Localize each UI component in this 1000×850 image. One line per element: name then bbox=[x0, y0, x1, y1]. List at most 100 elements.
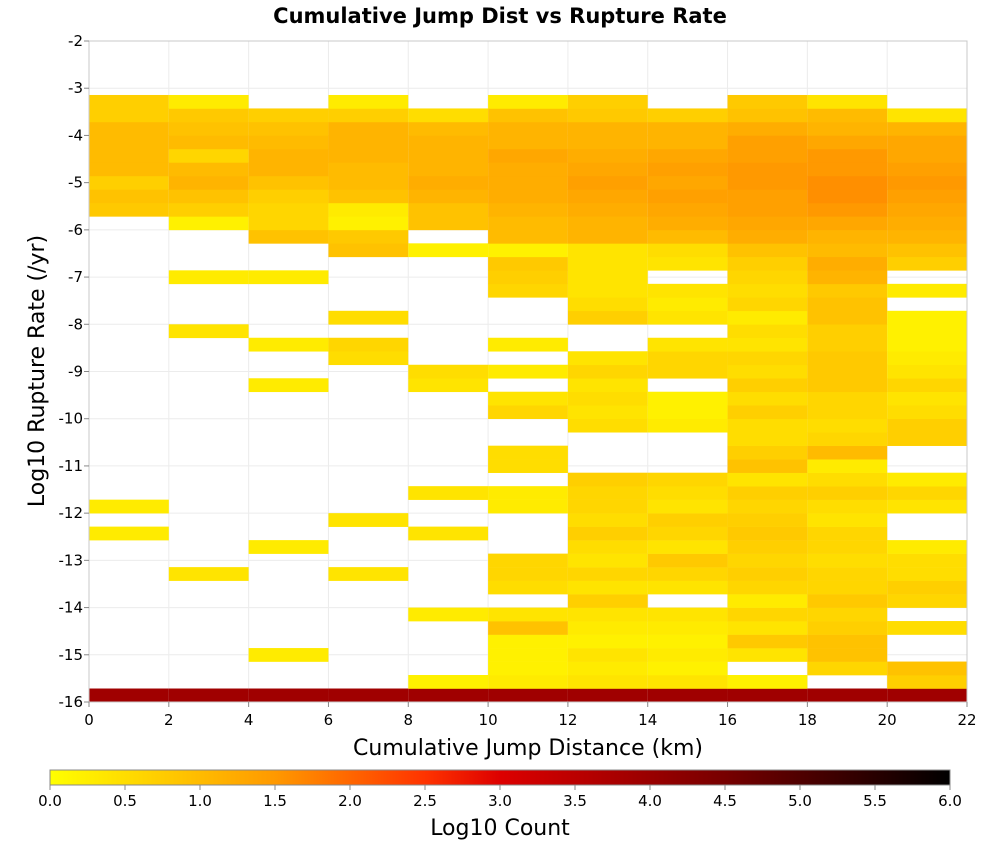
heatmap-cell bbox=[567, 202, 648, 217]
heatmap-cell bbox=[807, 540, 888, 554]
heatmap-cell bbox=[727, 432, 808, 446]
heatmap-cell bbox=[887, 580, 967, 595]
heatmap-cell bbox=[328, 135, 409, 150]
heatmap-cell bbox=[248, 337, 329, 352]
heatmap-cell bbox=[807, 418, 888, 433]
heatmap-cell bbox=[647, 229, 728, 244]
heatmap-cell bbox=[887, 378, 967, 393]
heatmap-cell bbox=[647, 526, 728, 541]
heatmap-cell bbox=[488, 661, 568, 676]
heatmap-cell bbox=[807, 405, 888, 420]
colorbar-tick-label: 0.5 bbox=[113, 792, 137, 810]
heatmap-cell bbox=[488, 621, 568, 635]
heatmap-cell bbox=[887, 351, 967, 366]
heatmap-cell bbox=[567, 675, 648, 689]
heatmap-cell bbox=[887, 148, 967, 163]
heatmap-cell bbox=[807, 621, 888, 635]
chart-title: Cumulative Jump Dist vs Rupture Rate bbox=[273, 4, 727, 28]
heatmap-cell bbox=[727, 540, 808, 554]
heatmap-cell bbox=[887, 499, 967, 514]
heatmap-cell bbox=[488, 688, 568, 703]
y-tick-label: -15 bbox=[59, 646, 84, 664]
heatmap-cell bbox=[168, 121, 249, 136]
heatmap-cell bbox=[807, 175, 888, 190]
heatmap-cell bbox=[488, 270, 568, 285]
heatmap-cell bbox=[488, 175, 568, 190]
y-axis-ticks: -2 -3 -4 -5 -6 -7 -8 -9 -10 -11 -12 -13 -14 -15 -16 bbox=[59, 32, 89, 711]
heatmap-cell bbox=[647, 189, 728, 204]
heatmap-cell bbox=[727, 580, 808, 595]
heatmap-cell bbox=[887, 256, 967, 271]
heatmap-cell bbox=[647, 202, 728, 217]
heatmap-cell bbox=[647, 607, 728, 622]
heatmap-cell bbox=[647, 283, 728, 298]
heatmap-cell bbox=[567, 580, 648, 595]
colorbar-tick-label: 2.5 bbox=[413, 792, 437, 810]
heatmap-cell bbox=[488, 459, 568, 473]
heatmap-cell bbox=[727, 526, 808, 541]
heatmap-cell bbox=[807, 499, 888, 514]
x-tick-label: 10 bbox=[479, 711, 498, 729]
heatmap-cell bbox=[647, 162, 728, 177]
heatmap-cell bbox=[567, 486, 648, 500]
heatmap-cell bbox=[647, 675, 728, 689]
heatmap-cell bbox=[727, 189, 808, 204]
heatmap-cell bbox=[887, 661, 967, 676]
heatmap-cell bbox=[807, 378, 888, 393]
heatmap-cell bbox=[567, 216, 648, 231]
heatmap-cell bbox=[567, 121, 648, 136]
heatmap-cell bbox=[89, 189, 169, 204]
heatmap-cell bbox=[567, 135, 648, 150]
heatmap-cell bbox=[567, 256, 648, 271]
heatmap-cell bbox=[647, 661, 728, 676]
heatmap-cell bbox=[488, 216, 568, 231]
heatmap-cell bbox=[647, 580, 728, 595]
heatmap-cell bbox=[567, 540, 648, 554]
heatmap-cell bbox=[807, 648, 888, 662]
heatmap-cell bbox=[887, 405, 967, 420]
heatmap-cell bbox=[727, 418, 808, 433]
heatmap-cell bbox=[647, 148, 728, 163]
y-tick-label: -12 bbox=[59, 504, 84, 522]
heatmap-cell bbox=[887, 594, 967, 608]
colorbar-tick-label: 5.0 bbox=[788, 792, 812, 810]
heatmap-cell bbox=[488, 135, 568, 150]
heatmap-cell bbox=[727, 472, 808, 487]
y-tick-label: -8 bbox=[68, 315, 83, 333]
heatmap-cell bbox=[727, 405, 808, 420]
heatmap-cell bbox=[328, 175, 409, 190]
heatmap-cell bbox=[488, 202, 568, 217]
heatmap-cell bbox=[89, 121, 169, 136]
heatmap-cell bbox=[168, 94, 249, 109]
heatmap-cell bbox=[887, 688, 967, 703]
heatmap-cell bbox=[887, 540, 967, 554]
heatmap-cell bbox=[647, 513, 728, 527]
heatmap-cell bbox=[807, 202, 888, 217]
heatmap-cell bbox=[727, 445, 808, 460]
colorbar-tick-label: 6.0 bbox=[938, 792, 962, 810]
heatmap-cells bbox=[89, 94, 967, 703]
heatmap-cell bbox=[887, 283, 967, 298]
heatmap-cell bbox=[807, 162, 888, 177]
heatmap-cell bbox=[887, 418, 967, 433]
heatmap-cell bbox=[567, 175, 648, 190]
heatmap-cell bbox=[807, 310, 888, 325]
heatmap-cell bbox=[887, 486, 967, 500]
heatmap-cell bbox=[248, 121, 329, 136]
heatmap-cell bbox=[727, 283, 808, 298]
heatmap-cell bbox=[727, 378, 808, 393]
heatmap-cell bbox=[488, 162, 568, 177]
heatmap-cell bbox=[647, 621, 728, 635]
heatmap-cell bbox=[807, 243, 888, 258]
heatmap-cell bbox=[488, 445, 568, 460]
heatmap-cell bbox=[567, 499, 648, 514]
heatmap-cell bbox=[807, 513, 888, 527]
heatmap-cell bbox=[807, 432, 888, 446]
y-tick-label: -16 bbox=[59, 693, 84, 711]
heatmap-cell bbox=[887, 567, 967, 581]
heatmap-cell bbox=[567, 513, 648, 527]
heatmap-cell bbox=[727, 337, 808, 352]
heatmap-cell bbox=[807, 472, 888, 487]
heatmap-cell bbox=[488, 391, 568, 406]
